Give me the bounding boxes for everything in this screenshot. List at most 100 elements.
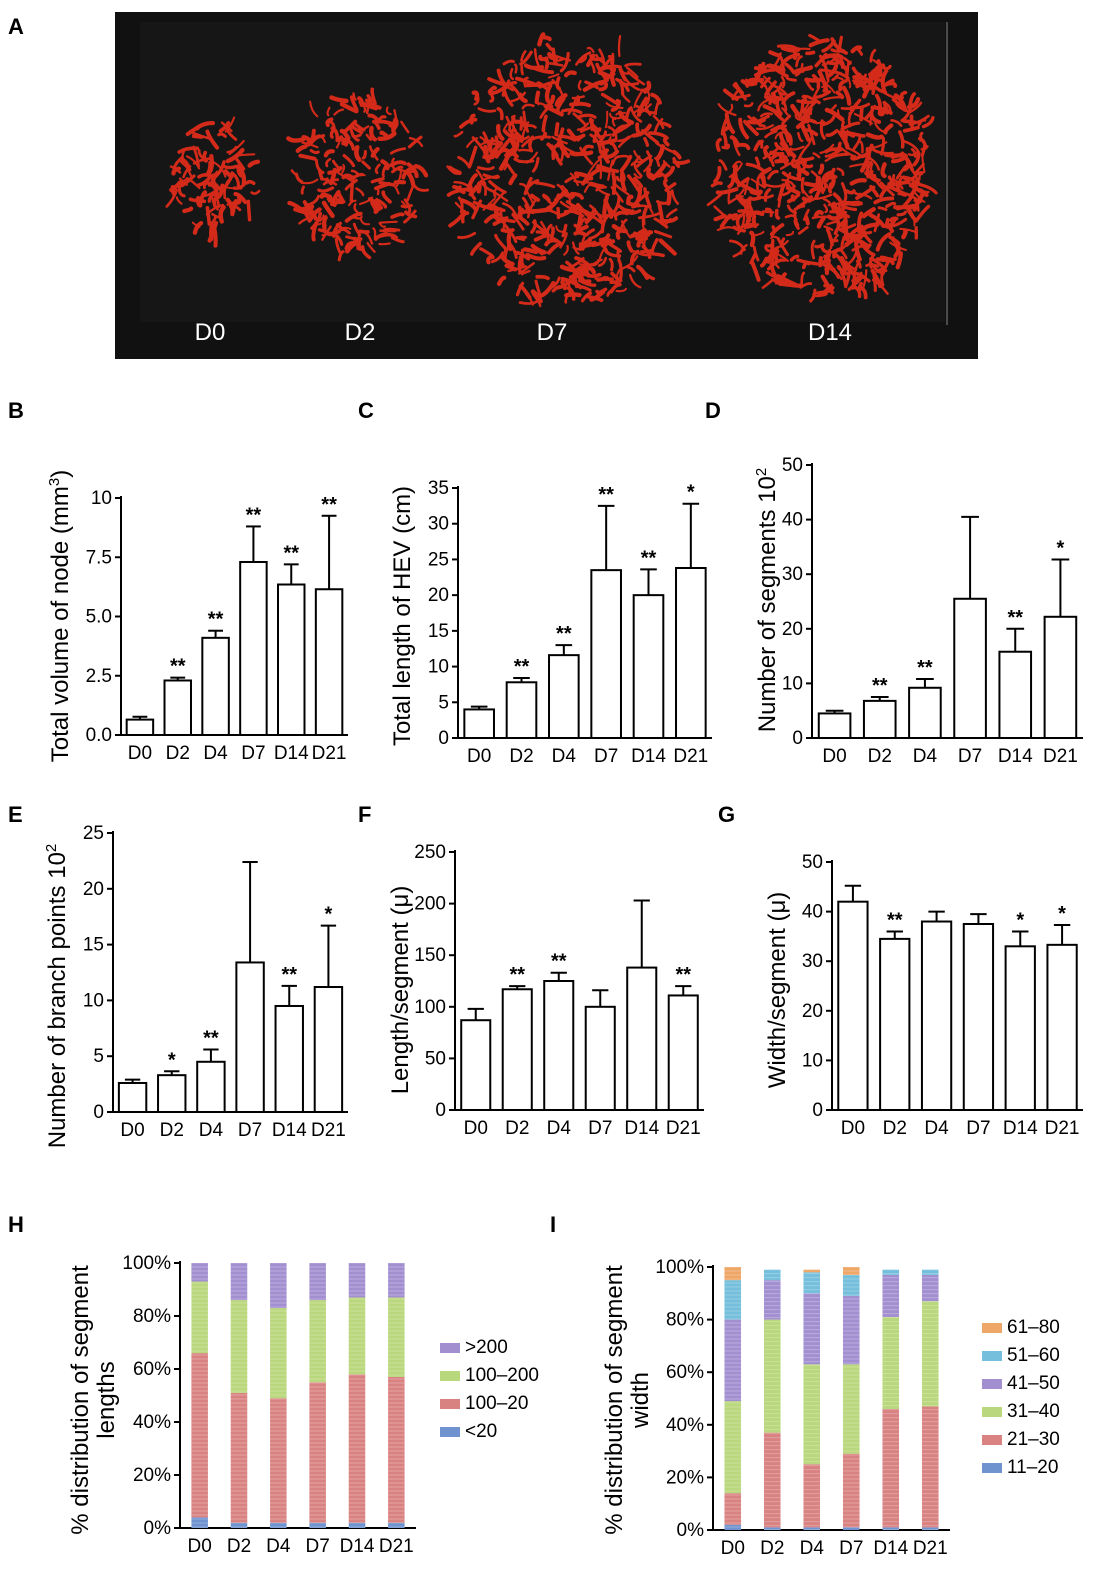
vessel-segment bbox=[789, 145, 805, 151]
vessel-segment bbox=[731, 160, 742, 168]
vessel-segment bbox=[559, 139, 565, 162]
vessel-segment bbox=[805, 79, 815, 91]
vessel-segment bbox=[379, 232, 398, 240]
x-tick-label: D4 bbox=[800, 1538, 825, 1559]
vessel-segment bbox=[713, 165, 722, 184]
bar bbox=[962, 923, 995, 1111]
vessel-segment bbox=[211, 160, 227, 178]
significance-marker: * bbox=[1058, 903, 1066, 925]
stacked-segment bbox=[803, 1527, 821, 1530]
vessel-segment bbox=[245, 179, 256, 186]
vessel-segment bbox=[710, 181, 723, 188]
vessel-segment bbox=[633, 250, 652, 257]
y-axis-title: Total length of HEV (cm) bbox=[389, 486, 416, 746]
vessel-segment bbox=[896, 210, 907, 217]
vessel-segment bbox=[839, 271, 848, 289]
vessel-segment bbox=[840, 233, 848, 248]
vessel-segment bbox=[470, 241, 483, 256]
y-tick-label: 50 bbox=[782, 455, 803, 476]
vessel-segment bbox=[319, 214, 325, 222]
vessel-segment bbox=[531, 156, 540, 173]
y-tick-label: 25 bbox=[428, 549, 449, 570]
stacked-segment bbox=[763, 1319, 781, 1433]
vessel-segment bbox=[231, 197, 242, 214]
y-tick-label: 40% bbox=[133, 1412, 171, 1433]
day-label-d0: D0 bbox=[195, 319, 226, 346]
vessel-segment bbox=[507, 91, 527, 104]
vessel-segment bbox=[332, 159, 341, 171]
vessel-segment bbox=[328, 167, 337, 186]
vessel-segment bbox=[575, 95, 581, 107]
vessel-segment bbox=[595, 166, 611, 173]
vessel-segment bbox=[838, 204, 848, 214]
vessel-segment bbox=[577, 80, 582, 91]
stacked-segment bbox=[724, 1493, 742, 1525]
bar bbox=[837, 900, 869, 1111]
vessel-segment bbox=[332, 200, 344, 207]
vessel-segment bbox=[912, 190, 927, 212]
vessel-segment bbox=[802, 163, 814, 169]
stacked-segment bbox=[348, 1263, 366, 1298]
vessel-segment bbox=[629, 106, 643, 123]
vessel-segment bbox=[322, 215, 328, 232]
vessel-segment bbox=[598, 233, 611, 242]
vessel-segment bbox=[391, 157, 396, 172]
vessel-segment bbox=[813, 209, 824, 219]
vessel-segment bbox=[325, 117, 334, 128]
y-tick-label: 20 bbox=[83, 879, 104, 900]
y-tick-label: 20 bbox=[802, 1001, 823, 1022]
stacked-segment bbox=[842, 1295, 860, 1365]
y-tick-label: 100% bbox=[122, 1253, 171, 1274]
bar bbox=[675, 567, 707, 739]
vessel-segment bbox=[513, 63, 518, 74]
y-axis-title: % distribution of segmentlengths bbox=[67, 1265, 120, 1535]
vessel-segment bbox=[559, 51, 570, 73]
vessel-segment bbox=[821, 183, 828, 195]
vessel-segment bbox=[364, 232, 374, 245]
y-tick-label: 150 bbox=[414, 945, 446, 966]
vessel-segment bbox=[801, 196, 813, 203]
vessel-segment bbox=[349, 183, 354, 202]
vessel-segment bbox=[781, 91, 796, 105]
vessel-segment bbox=[883, 123, 894, 135]
bar bbox=[125, 718, 155, 736]
vessel-segment bbox=[520, 50, 527, 62]
x-tick-label: D14 bbox=[624, 1118, 659, 1139]
y-axis-title: Total volume of node (mm3) bbox=[46, 470, 74, 762]
vessel-segment bbox=[664, 217, 672, 226]
vessel-segment bbox=[406, 170, 416, 187]
y-tick-label: 80% bbox=[133, 1306, 171, 1327]
bar bbox=[998, 650, 1033, 739]
vessel-segment bbox=[534, 90, 541, 105]
vessel-segment bbox=[643, 136, 650, 147]
vessel-segment bbox=[706, 192, 723, 207]
vessel-segment bbox=[823, 225, 834, 232]
vessel-segment bbox=[736, 188, 745, 199]
vessel-segment bbox=[914, 192, 926, 203]
x-tick-label: D21 bbox=[666, 1118, 701, 1139]
vessel-segment bbox=[810, 239, 816, 260]
vessel-segment bbox=[521, 103, 535, 110]
vessel-segment bbox=[543, 104, 564, 117]
stacked-segment bbox=[348, 1374, 366, 1523]
x-tick-label: D4 bbox=[913, 746, 938, 767]
vessel-segment bbox=[554, 93, 568, 107]
vessel-segment bbox=[654, 101, 660, 116]
vessel-segment bbox=[371, 198, 383, 210]
vessel-segment bbox=[626, 174, 641, 193]
vessel-segment bbox=[334, 237, 342, 254]
y-tick-label: 80% bbox=[666, 1310, 704, 1331]
x-tick-label: D0 bbox=[464, 1118, 488, 1139]
vessel-segment bbox=[899, 90, 908, 100]
vessel-segment bbox=[586, 158, 601, 176]
vessel-segment bbox=[850, 45, 863, 54]
x-tick-label: D0 bbox=[721, 1538, 745, 1559]
bar bbox=[196, 1060, 226, 1114]
vessel-segment bbox=[764, 94, 780, 104]
vessel-segment bbox=[617, 110, 635, 125]
y-tick-label: 0 bbox=[812, 1100, 823, 1121]
vessel-segment bbox=[413, 164, 429, 178]
vessel-segment bbox=[892, 236, 902, 255]
vessel-segment bbox=[718, 159, 728, 171]
vessel-segment bbox=[522, 247, 539, 255]
